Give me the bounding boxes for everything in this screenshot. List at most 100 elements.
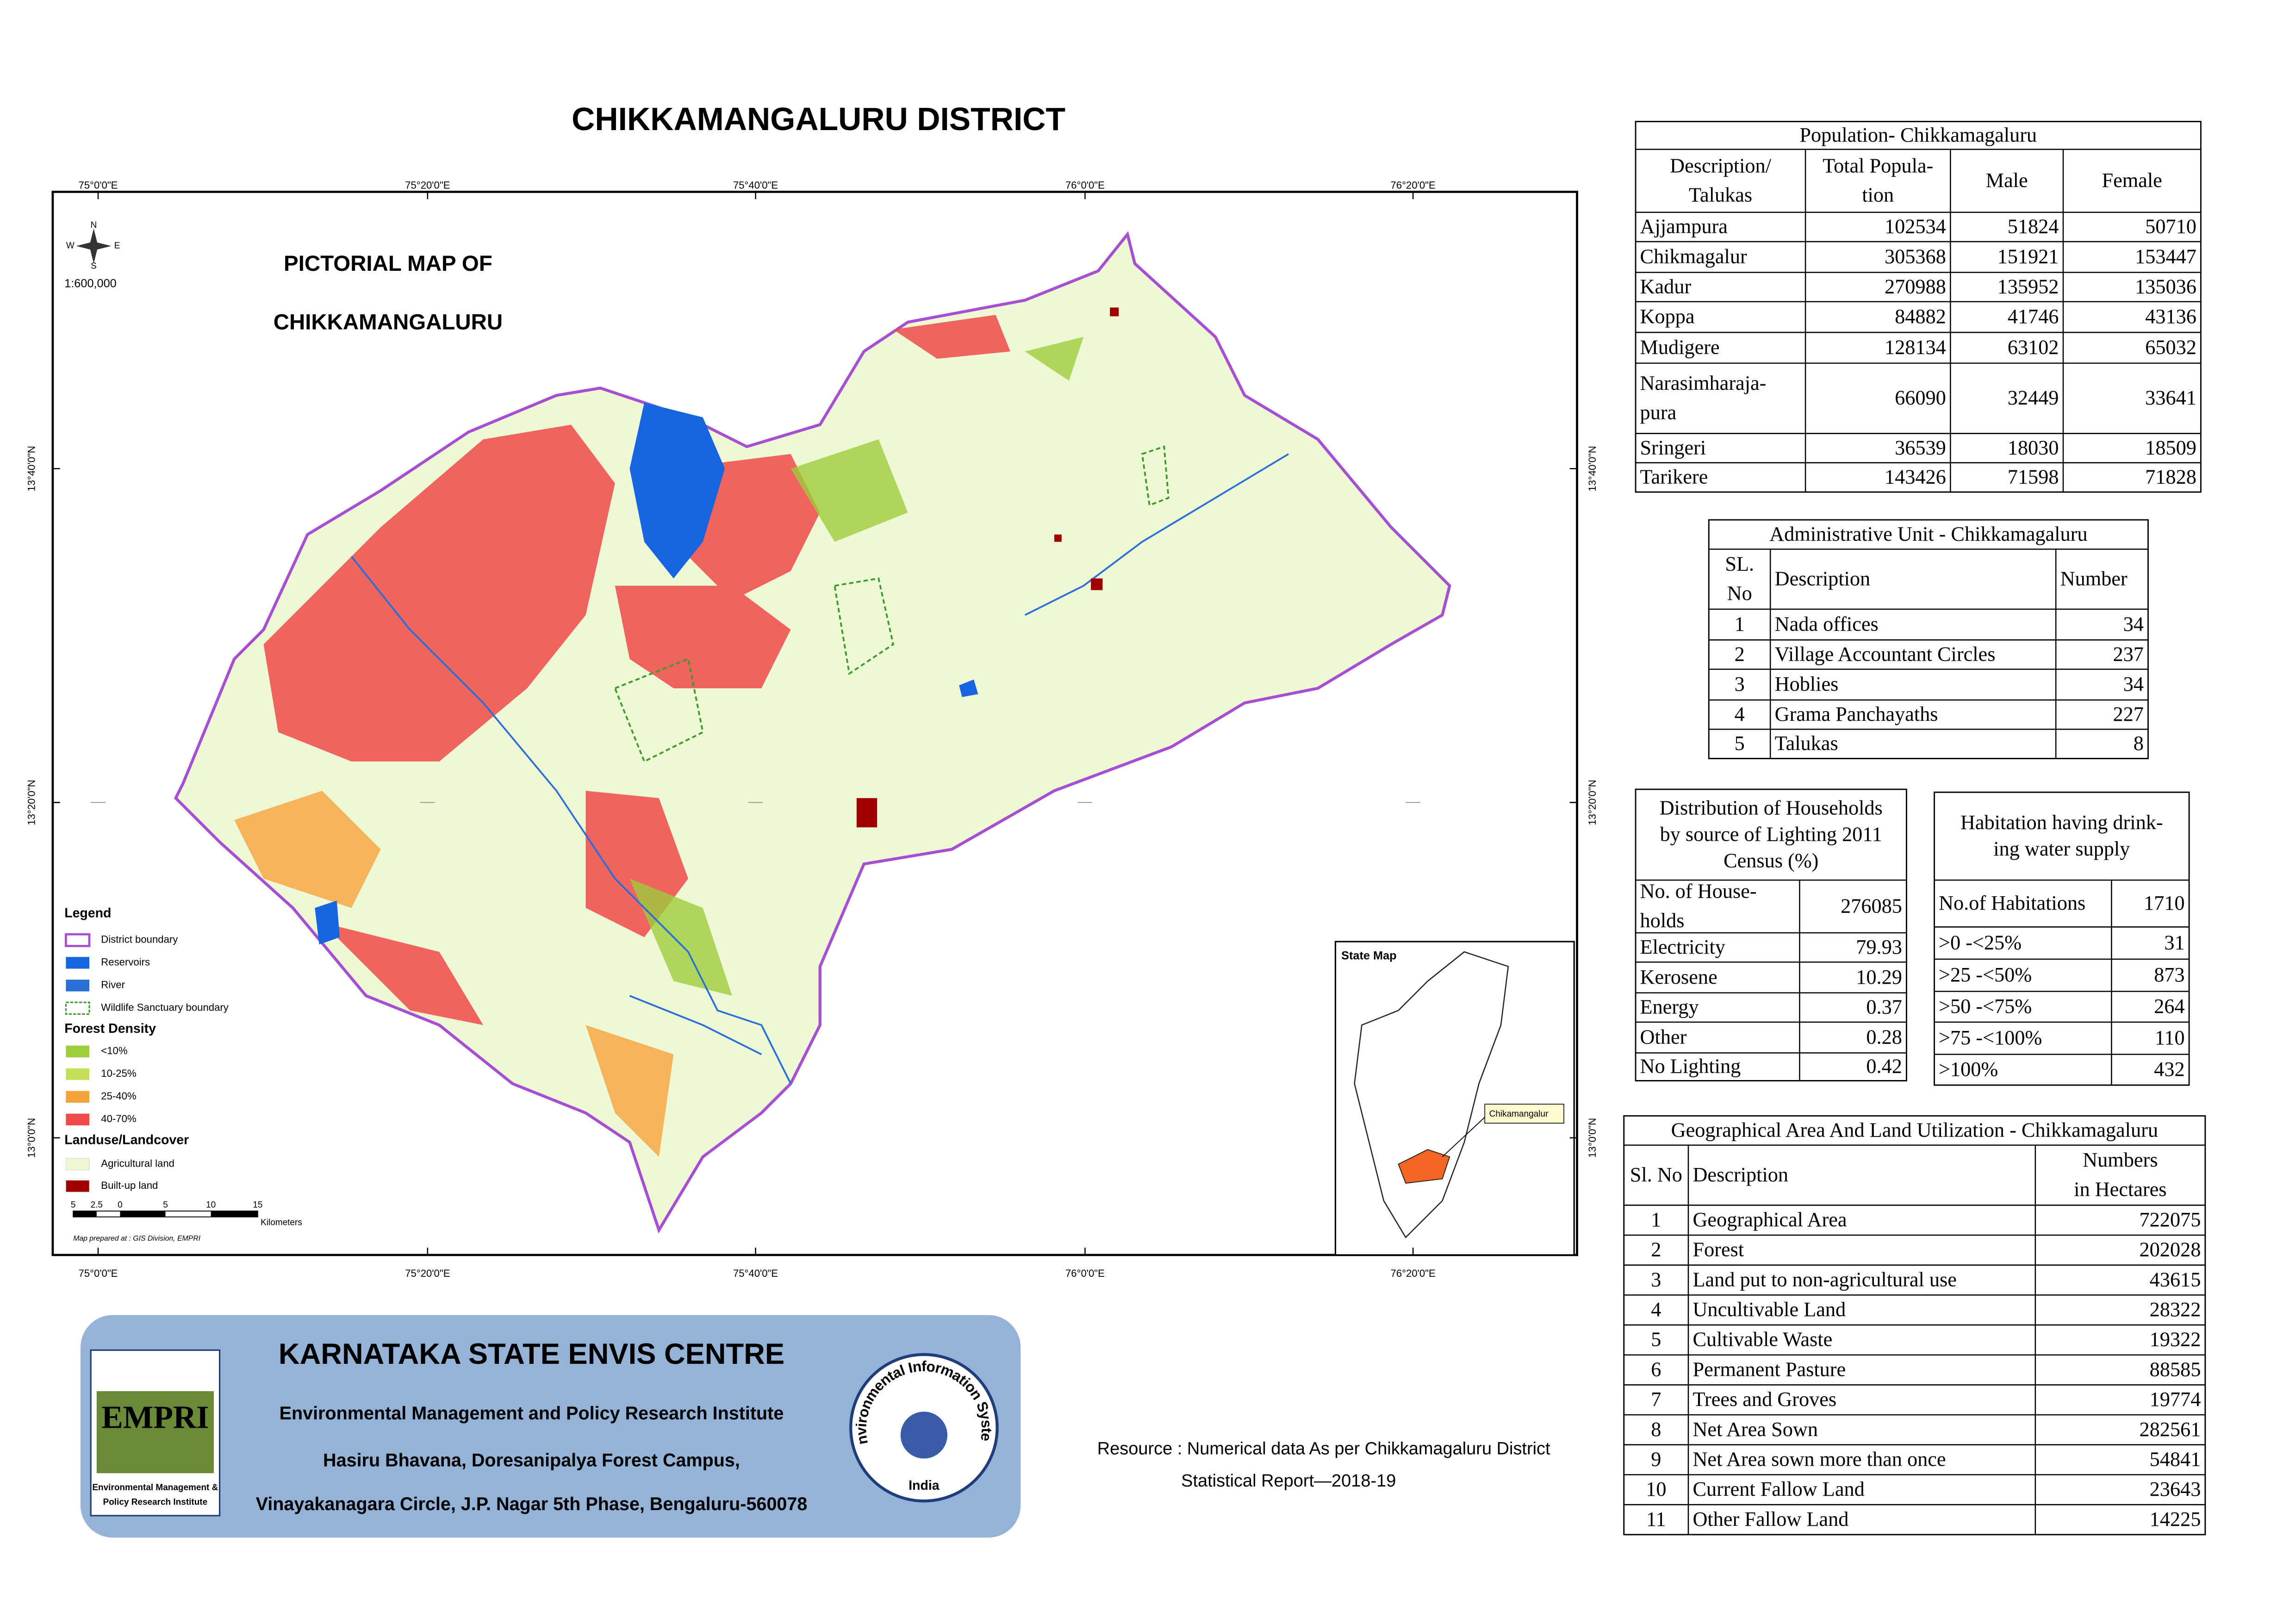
scale-label: 0 bbox=[118, 1200, 123, 1210]
table-cell: Geographical Area bbox=[1692, 1208, 1847, 1231]
table-cell: >25 -<50% bbox=[1939, 963, 2032, 986]
table-cell: 19322 bbox=[2150, 1328, 2201, 1351]
longitude-label: 75°0'0"E bbox=[79, 180, 118, 191]
table-cell: 71828 bbox=[2145, 466, 2196, 488]
table-cell: 8 bbox=[2134, 732, 2144, 755]
compass-letter: E bbox=[114, 241, 120, 250]
state-outline bbox=[1354, 951, 1509, 1238]
table-cell: 63102 bbox=[2008, 336, 2059, 359]
table-title: Distribution of Households bbox=[1660, 796, 1883, 819]
table-cell: 43615 bbox=[2150, 1268, 2201, 1291]
latitude-label: 13°40'0"N bbox=[1587, 446, 1598, 491]
table-cell: 3 bbox=[1651, 1268, 1661, 1291]
table-cell: 41746 bbox=[2008, 305, 2059, 328]
table-cell: Kerosene bbox=[1640, 966, 1717, 988]
table-cell: 873 bbox=[2154, 963, 2184, 986]
table-header: in Hectares bbox=[2074, 1178, 2166, 1200]
table-border bbox=[1635, 121, 2202, 493]
forest-open bbox=[629, 337, 1084, 996]
longitude-label: 76°20'0"E bbox=[1391, 1268, 1436, 1279]
table-cell: Net Area sown more than once bbox=[1692, 1448, 1946, 1470]
table-cell: Grama Panchayaths bbox=[1775, 703, 1938, 725]
table-cell: Energy bbox=[1640, 996, 1699, 1018]
table-cell: 33641 bbox=[2145, 387, 2196, 409]
table-cell: Trees and Groves bbox=[1692, 1388, 1836, 1411]
footer-line: Environmental Management and Policy Rese… bbox=[280, 1403, 784, 1424]
table-header: tion bbox=[1862, 184, 1894, 206]
table-cell: Cultivable Waste bbox=[1692, 1328, 1832, 1351]
table-cell: Net Area Sown bbox=[1692, 1418, 1817, 1441]
table-header: Description/ bbox=[1670, 154, 1772, 177]
table-cell: 5 bbox=[1735, 732, 1745, 755]
reservoir bbox=[315, 900, 340, 945]
table-cell: 1 bbox=[1651, 1208, 1661, 1231]
table-cell: Kadur bbox=[1640, 275, 1692, 298]
longitude-label: 75°40'0"E bbox=[733, 1268, 778, 1279]
table-cell: Narasimharaja- bbox=[1640, 372, 1767, 394]
table-cell: 7 bbox=[1651, 1388, 1661, 1411]
table-title: Geographical Area And Land Utilization -… bbox=[1671, 1118, 2158, 1141]
district-highlight bbox=[1398, 1149, 1450, 1184]
table-border bbox=[1635, 788, 1907, 1081]
legend-swatch bbox=[66, 1045, 89, 1057]
latitude-label: 13°40'0"N bbox=[25, 446, 37, 491]
longitude-label: 76°20'0"E bbox=[1391, 180, 1436, 191]
table-cell: >50 -<75% bbox=[1939, 995, 2032, 1018]
map-heading: PICTORIAL MAP OF bbox=[284, 251, 492, 276]
table-cell: 28322 bbox=[2150, 1298, 2201, 1321]
legend-item: Agricultural land bbox=[101, 1158, 174, 1169]
table-title: Population- Chikkamagaluru bbox=[1799, 124, 2037, 146]
legend-item: <10% bbox=[101, 1045, 127, 1056]
table-cell: 36539 bbox=[1895, 436, 1946, 459]
table-cell: 3 bbox=[1735, 673, 1745, 695]
table-cell: 23643 bbox=[2150, 1478, 2201, 1500]
table-cell: 5 bbox=[1651, 1328, 1661, 1351]
table-cell: >100% bbox=[1939, 1058, 1998, 1081]
table-cell: 6 bbox=[1651, 1358, 1661, 1380]
reservoir bbox=[629, 402, 725, 579]
table-cell: 305368 bbox=[1885, 245, 1946, 268]
legend-item: 25-40% bbox=[101, 1090, 136, 1102]
table-title: Habitation having drink- bbox=[1960, 811, 2163, 834]
table-cell: 135952 bbox=[1997, 275, 2059, 298]
table-header: Talukas bbox=[1689, 184, 1752, 206]
longitude-label: 76°0'0"E bbox=[1065, 180, 1105, 191]
table-cell: 84882 bbox=[1895, 305, 1946, 328]
map-heading: CHIKKAMANGALURU bbox=[274, 310, 503, 335]
table-cell: 9 bbox=[1651, 1448, 1661, 1470]
table-cell: 34 bbox=[2123, 673, 2144, 695]
compass-rose bbox=[76, 228, 112, 264]
footer-panel bbox=[81, 1315, 1021, 1538]
reservoir bbox=[959, 679, 978, 697]
table-cell: 276085 bbox=[1841, 894, 1902, 917]
footer-line: Hasiru Bhavana, Doresanipalya Forest Cam… bbox=[323, 1450, 740, 1470]
legend-item: Reservoirs bbox=[101, 956, 150, 968]
table-header: SL. bbox=[1725, 553, 1754, 575]
table-cell: 71598 bbox=[2008, 466, 2059, 488]
table-cell: 54841 bbox=[2150, 1448, 2201, 1470]
table-cell: Talukas bbox=[1775, 732, 1838, 755]
built-up bbox=[856, 307, 1119, 828]
table-cell: 8 bbox=[1651, 1418, 1661, 1441]
table-cell: 432 bbox=[2154, 1058, 2184, 1081]
table-cell: 153447 bbox=[2135, 245, 2196, 268]
longitude-label: 76°0'0"E bbox=[1065, 1268, 1105, 1279]
legend-swatch bbox=[65, 1001, 90, 1015]
logo-text: EMPRI bbox=[101, 1399, 209, 1435]
table-cell: Nada offices bbox=[1775, 612, 1879, 635]
table-cell: Tarikere bbox=[1640, 466, 1708, 488]
table-cell: 264 bbox=[2154, 995, 2184, 1018]
table-cell: Hoblies bbox=[1775, 673, 1839, 695]
rivers bbox=[350, 453, 1289, 1084]
latitude-label: 13°20'0"N bbox=[1587, 780, 1598, 825]
table-cell: >75 -<100% bbox=[1939, 1026, 2042, 1049]
table-cell: 51824 bbox=[2008, 215, 2059, 238]
scale-bar-segment bbox=[73, 1211, 97, 1217]
table-cell: 1710 bbox=[2144, 892, 2185, 914]
table-cell: holds bbox=[1640, 909, 1685, 932]
table-cell: 10 bbox=[1646, 1478, 1666, 1500]
table-cell: 143426 bbox=[1885, 466, 1946, 488]
legend-item: District boundary bbox=[101, 934, 178, 945]
table-cell: 4 bbox=[1735, 703, 1745, 725]
